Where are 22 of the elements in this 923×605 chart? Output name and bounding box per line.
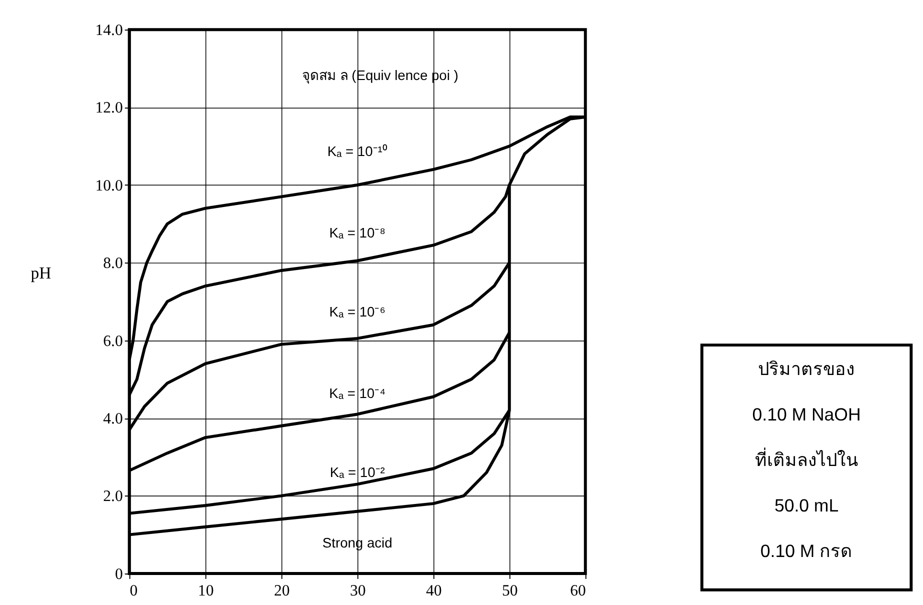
y-tick-label: 6.0 (103, 332, 124, 350)
y-tick-label: 4.0 (103, 410, 124, 428)
y-tick-label: 8.0 (103, 255, 124, 272)
annotation: Kₐ = 10⁻⁸ (329, 224, 386, 241)
annotation: Kₐ = 10⁻² (330, 464, 386, 480)
y-tick-label: 0 (115, 566, 124, 583)
x-tick-label: 50 (502, 582, 518, 600)
x-tick-label: 60 (570, 582, 586, 600)
x-tick-label: 30 (350, 582, 366, 600)
y-axis-title: pH (30, 263, 52, 282)
y-tick-label: 2.0 (103, 488, 124, 506)
x-tick-label: 40 (426, 582, 442, 600)
annotation: Kₐ = 10⁻⁴ (329, 384, 386, 401)
y-tick-label: 14.0 (95, 22, 124, 40)
annotation: Kₐ = 10⁻¹⁰ (327, 142, 388, 159)
text: ปริมาตรของ 0.10 M NaOH ที่เติมลงไปใน 50.0 mL 0.10 M กรด (752, 359, 861, 561)
annotation: Kₐ = 10⁻⁶ (329, 303, 386, 320)
x-tick-label: 0 (130, 582, 138, 600)
y-tick-label: 10.0 (95, 177, 124, 194)
x-tick-label: 10 (198, 582, 214, 600)
x-tick-label: 20 (274, 582, 290, 600)
y-tick-label: 12.0 (95, 100, 124, 117)
